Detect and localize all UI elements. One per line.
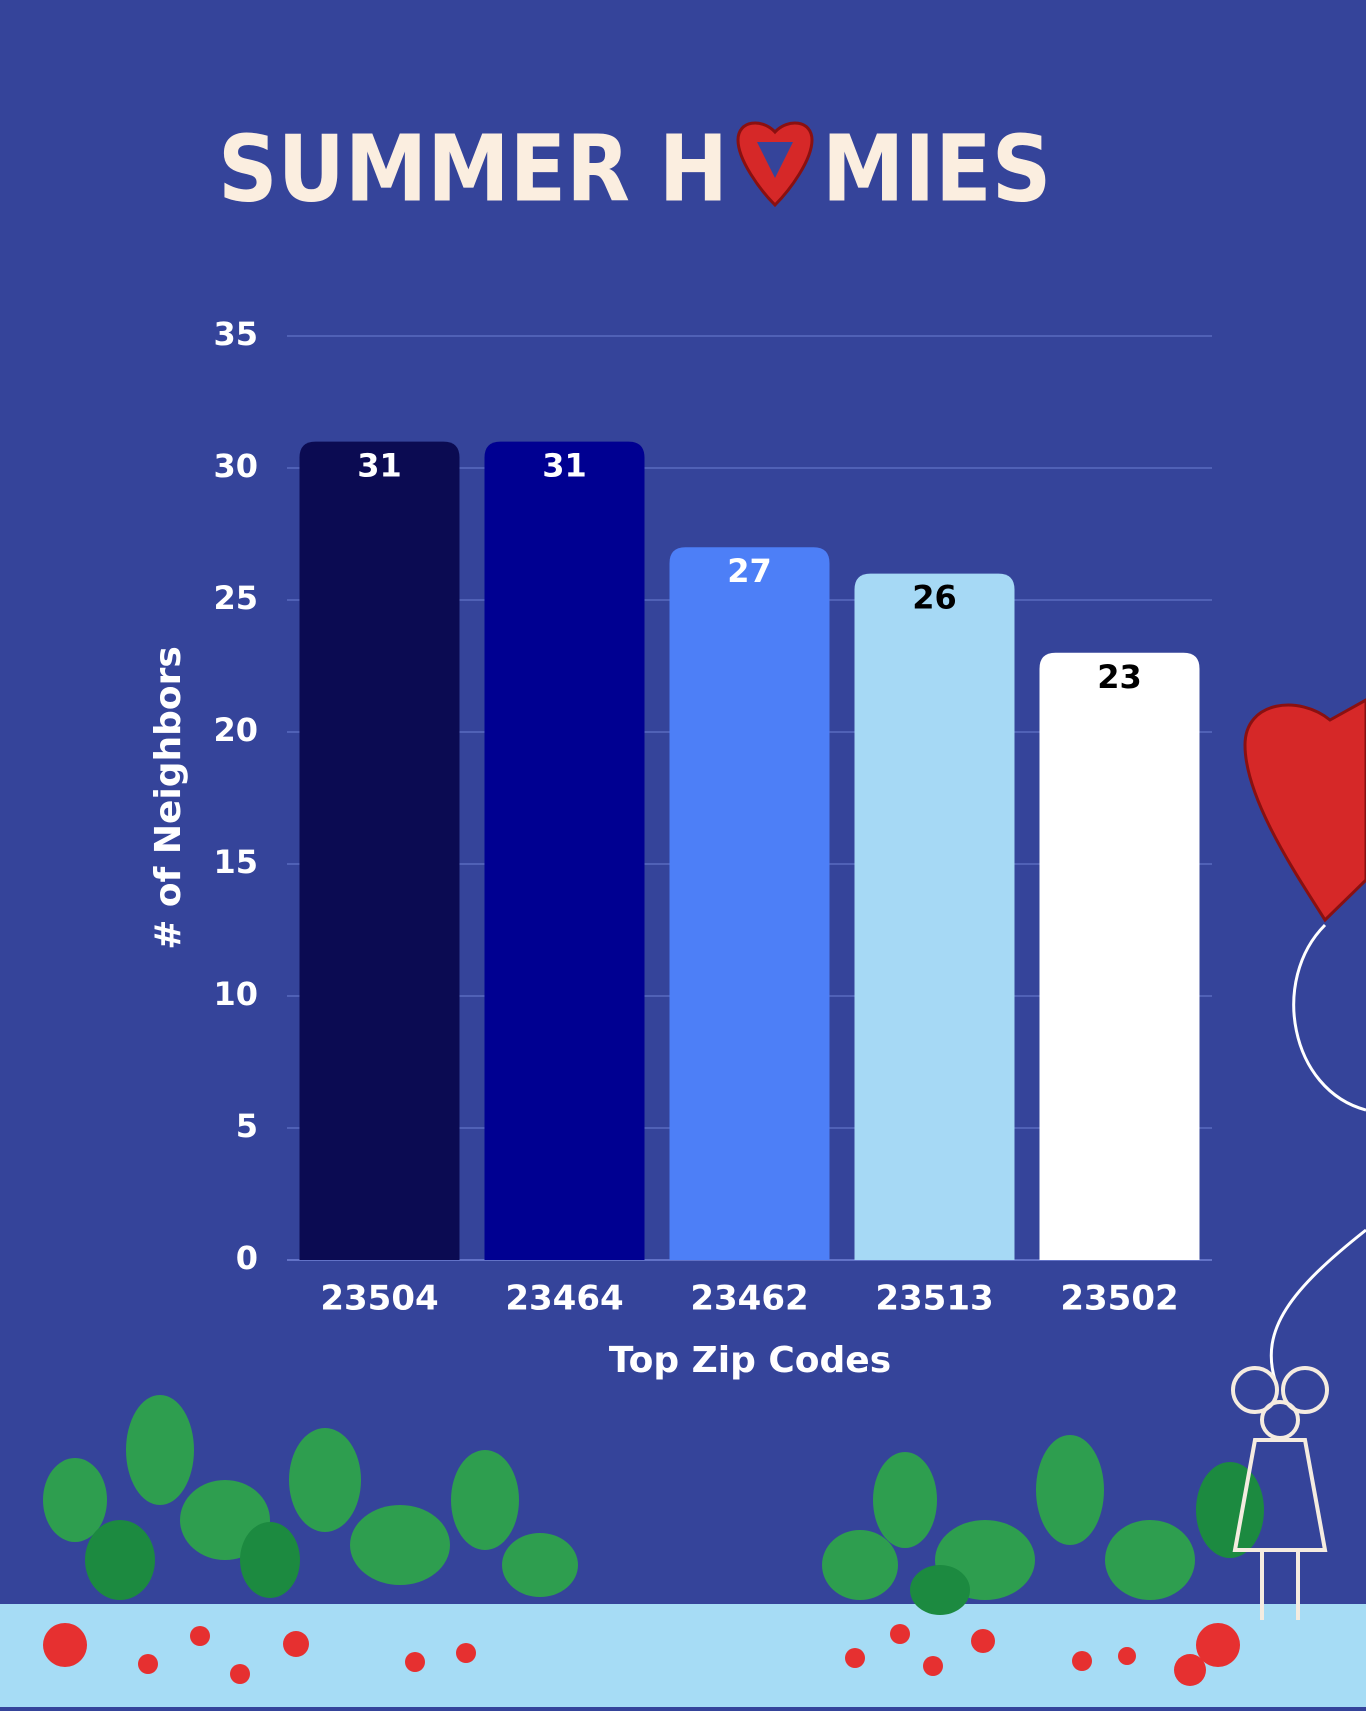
x-axis-title: Top Zip Codes xyxy=(609,1340,891,1381)
value-label: 31 xyxy=(542,447,587,485)
y-tick-label: 20 xyxy=(213,711,258,749)
logo-heart-hole xyxy=(757,142,793,178)
logo-text: SUMMER H xyxy=(218,115,728,222)
plot: 0 5 10 15 20 25 30 35 23504 31 23464 31 23462 27 23513… xyxy=(213,315,1212,1319)
x-tick-label: 23464 xyxy=(505,1279,623,1319)
bar xyxy=(1039,652,1200,1260)
logo: SUMMER H MIES xyxy=(218,115,1051,222)
bar xyxy=(299,441,460,1261)
ground xyxy=(0,1604,1366,1707)
x-tick-label: 23462 xyxy=(690,1279,808,1319)
logo-text: MIES xyxy=(822,115,1051,222)
bar xyxy=(669,547,830,1260)
y-tick-label: 30 xyxy=(213,447,258,485)
x-tick-label: 23502 xyxy=(1060,1279,1178,1319)
y-tick-label: 35 xyxy=(213,315,258,353)
y-tick-label: 5 xyxy=(236,1107,258,1145)
y-tick-label: 0 xyxy=(236,1239,258,1277)
y-tick-label: 25 xyxy=(213,579,258,617)
x-tick-label: 23504 xyxy=(320,1279,438,1319)
bar xyxy=(854,573,1015,1260)
y-tick-label: 10 xyxy=(213,975,258,1013)
bar xyxy=(484,441,645,1261)
value-label: 23 xyxy=(1097,658,1142,696)
value-label: 31 xyxy=(357,447,402,485)
value-label: 26 xyxy=(912,579,957,617)
y-axis-title: # of Neighbors xyxy=(148,646,189,950)
value-label: 27 xyxy=(727,552,772,590)
decoration xyxy=(0,698,1366,1707)
y-tick-label: 15 xyxy=(213,843,258,881)
x-tick-label: 23513 xyxy=(875,1279,993,1319)
